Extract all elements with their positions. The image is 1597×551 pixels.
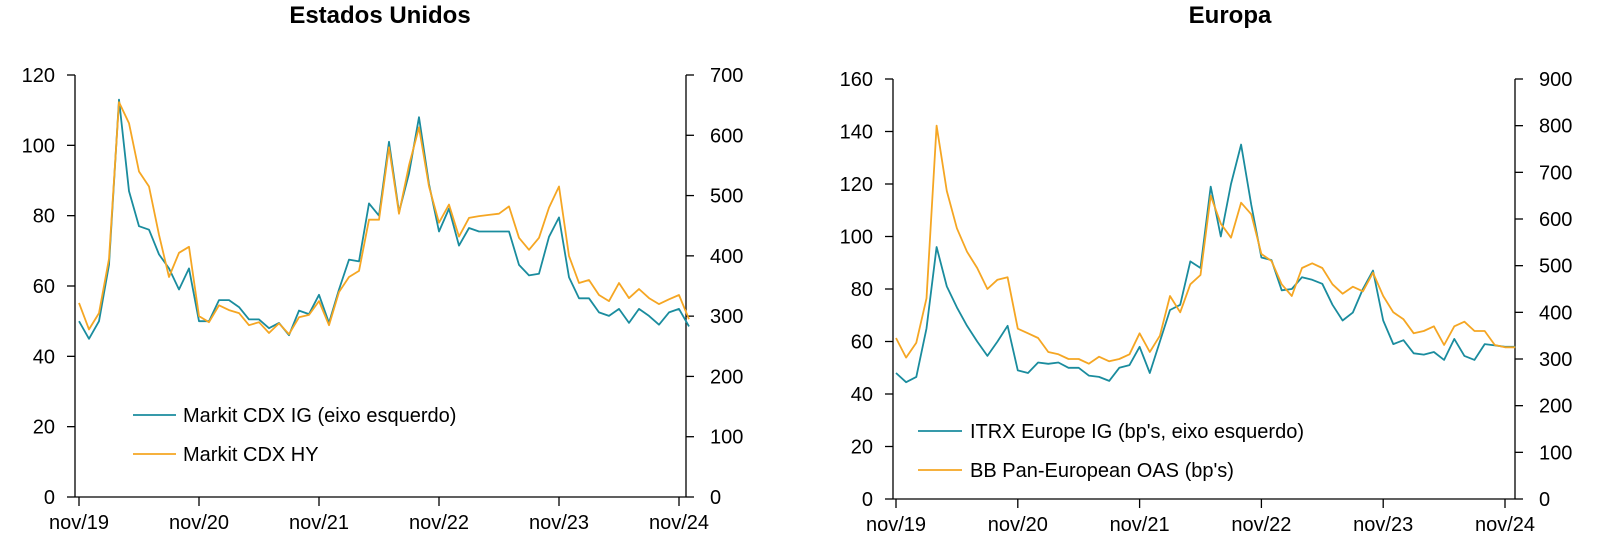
y-left-tick-label: 100 <box>840 227 873 249</box>
chart-panel-estados-unidos: Estados Unidos 0 20 40 60 80 100 120 0 100 200 300… <box>22 2 744 534</box>
y-right-tick-label: 600 <box>1539 209 1572 231</box>
legend-label-bb-oas: BB Pan-European OAS (bp's) <box>970 460 1234 482</box>
y-right-tick-label: 600 <box>710 125 743 147</box>
y-left-tick-label: 80 <box>851 279 873 301</box>
x-tick-label: nov/21 <box>1110 514 1170 536</box>
x-tick-label: nov/23 <box>1353 514 1413 536</box>
x-tick-label: nov/22 <box>1231 514 1291 536</box>
legend: Markit CDX IG (eixo esquerdo) Markit CDX… <box>133 405 456 466</box>
y-right-tick-label: 400 <box>710 246 743 268</box>
y-right-tick-label: 400 <box>1539 302 1572 324</box>
y-right-tick-label: 200 <box>1539 396 1572 418</box>
y-left-tick-label: 160 <box>840 69 873 91</box>
x-tick-label: nov/19 <box>866 514 926 536</box>
y-left-tick-label: 0 <box>44 487 55 509</box>
legend: ITRX Europe IG (bp's, eixo esquerdo) BB … <box>918 421 1304 482</box>
y-right-tick-label: 100 <box>710 427 743 449</box>
chart-marks: 0 20 40 60 80 100 120 140 160 0 100 200 300 400 500 600… <box>840 69 1573 536</box>
y-left-tick-label: 20 <box>33 417 55 439</box>
y-left-tick-label: 120 <box>840 174 873 196</box>
x-tick-label: nov/24 <box>1475 514 1535 536</box>
y-right-tick-label: 0 <box>1539 489 1550 511</box>
y-left-tick-label: 0 <box>862 489 873 511</box>
series-line-1 <box>78 101 690 336</box>
y-left-tick-label: 120 <box>22 65 55 87</box>
x-tick-label: nov/20 <box>988 514 1048 536</box>
y-right-tick-label: 900 <box>1539 69 1572 91</box>
chart-title: Estados Unidos <box>289 2 470 29</box>
x-tick-label: nov/24 <box>649 512 709 534</box>
y-right-tick-label: 700 <box>710 65 743 87</box>
x-tick-label: nov/19 <box>49 512 109 534</box>
series-line-1 <box>895 124 1516 365</box>
y-right-tick-label: 100 <box>1539 442 1572 464</box>
y-right-tick-label: 0 <box>710 487 721 509</box>
x-tick-label: nov/22 <box>409 512 469 534</box>
x-tick-label: nov/21 <box>289 512 349 534</box>
y-right-tick-label: 300 <box>1539 349 1572 371</box>
x-tick-label: nov/23 <box>529 512 589 534</box>
series-line-0 <box>78 98 690 340</box>
y-right-tick-label: 500 <box>1539 256 1572 278</box>
chart-panel-europa: Europa 0 20 40 60 80 100 120 140 160 0 100 200 300 40… <box>840 2 1573 536</box>
y-left-tick-label: 140 <box>840 122 873 144</box>
legend-label-itrx: ITRX Europe IG (bp's, eixo esquerdo) <box>970 421 1304 443</box>
y-left-tick-label: 40 <box>33 346 55 368</box>
y-left-tick-label: 80 <box>33 206 55 228</box>
y-left-tick-label: 100 <box>22 135 55 157</box>
y-right-tick-label: 700 <box>1539 162 1572 184</box>
y-left-tick-label: 40 <box>851 384 873 406</box>
chart-marks: 0 20 40 60 80 100 120 0 100 200 300 400 500 600 700 nov… <box>22 65 744 534</box>
y-right-tick-label: 300 <box>710 306 743 328</box>
y-right-tick-label: 200 <box>710 366 743 388</box>
y-left-tick-label: 60 <box>851 332 873 354</box>
legend-label-cdx-ig: Markit CDX IG (eixo esquerdo) <box>183 405 456 427</box>
chart-title: Europa <box>1189 2 1272 29</box>
legend-label-cdx-hy: Markit CDX HY <box>183 444 319 466</box>
x-tick-label: nov/20 <box>169 512 229 534</box>
y-right-tick-label: 800 <box>1539 116 1572 138</box>
series-line-0 <box>895 143 1516 384</box>
y-left-tick-label: 20 <box>851 437 873 459</box>
y-left-tick-label: 60 <box>33 276 55 298</box>
y-right-tick-label: 500 <box>710 186 743 208</box>
